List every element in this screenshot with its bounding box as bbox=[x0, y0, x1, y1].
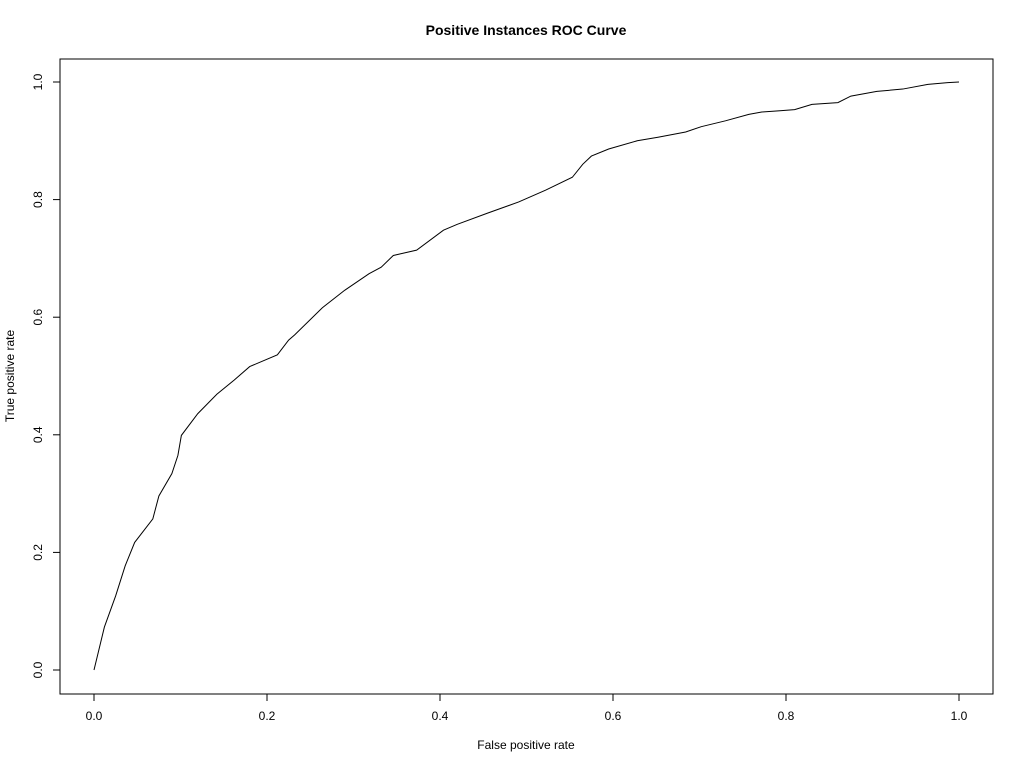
roc-point bbox=[837, 102, 838, 103]
roc-point bbox=[381, 267, 382, 268]
roc-point bbox=[608, 148, 609, 149]
roc-point bbox=[761, 111, 762, 112]
roc-point bbox=[545, 190, 546, 191]
y-tick-label: 0.8 bbox=[31, 191, 45, 208]
x-axis-label: False positive rate bbox=[477, 738, 575, 752]
roc-point bbox=[216, 394, 217, 395]
roc-point bbox=[794, 109, 795, 110]
x-tick-label: 0.2 bbox=[259, 709, 276, 723]
y-tick-label: 0.6 bbox=[31, 309, 45, 326]
roc-point bbox=[947, 82, 948, 83]
roc-point bbox=[294, 334, 295, 335]
roc-point bbox=[811, 104, 812, 105]
y-axis: 0.0 0.2 0.4 0.6 0.8 1.0 bbox=[31, 73, 61, 678]
roc-point bbox=[701, 126, 702, 127]
roc-point bbox=[850, 96, 851, 97]
roc-point bbox=[958, 81, 959, 82]
roc-point bbox=[115, 595, 116, 596]
roc-curve-line bbox=[93, 81, 960, 671]
roc-point bbox=[657, 137, 658, 138]
roc-point bbox=[322, 307, 323, 308]
roc-point bbox=[158, 495, 159, 496]
roc-point bbox=[443, 230, 444, 231]
roc-point bbox=[93, 669, 94, 670]
roc-point bbox=[748, 114, 749, 115]
roc-point bbox=[685, 131, 686, 132]
roc-point bbox=[171, 473, 172, 474]
x-tick-label: 0.0 bbox=[86, 709, 103, 723]
roc-point bbox=[288, 340, 289, 341]
y-tick-label: 0.0 bbox=[31, 661, 45, 678]
roc-point bbox=[876, 91, 877, 92]
roc-point bbox=[104, 626, 105, 627]
roc-point bbox=[457, 224, 458, 225]
roc-point bbox=[572, 177, 573, 178]
y-tick-label: 0.2 bbox=[31, 544, 45, 561]
roc-point bbox=[518, 201, 519, 202]
roc-point bbox=[393, 255, 394, 256]
roc-point bbox=[582, 164, 583, 165]
x-tick-label: 0.6 bbox=[605, 709, 622, 723]
roc-point bbox=[234, 380, 235, 381]
x-tick-label: 1.0 bbox=[951, 709, 968, 723]
roc-point bbox=[637, 140, 638, 141]
roc-point bbox=[344, 290, 345, 291]
roc-point bbox=[927, 84, 928, 85]
roc-point bbox=[125, 565, 126, 566]
chart-title: Positive Instances ROC Curve bbox=[426, 22, 627, 38]
x-tick-label: 0.8 bbox=[778, 709, 795, 723]
roc-point bbox=[197, 413, 198, 414]
roc-point bbox=[725, 120, 726, 121]
x-axis: 0.0 0.2 0.4 0.6 0.8 1.0 bbox=[86, 693, 968, 723]
roc-point bbox=[591, 155, 592, 156]
roc-point bbox=[152, 518, 153, 519]
y-tick-label: 1.0 bbox=[31, 73, 45, 90]
roc-point bbox=[249, 366, 250, 367]
roc-point bbox=[134, 542, 135, 543]
roc-point bbox=[277, 354, 278, 355]
roc-point bbox=[416, 250, 417, 251]
x-tick-label: 0.4 bbox=[432, 709, 449, 723]
roc-point bbox=[779, 110, 780, 111]
roc-point bbox=[902, 88, 903, 89]
y-tick-label: 0.4 bbox=[31, 426, 45, 443]
roc-point bbox=[487, 213, 488, 214]
roc-point bbox=[177, 455, 178, 456]
roc-point bbox=[181, 435, 182, 436]
roc-point bbox=[368, 273, 369, 274]
y-axis-label: True positive rate bbox=[3, 330, 17, 423]
